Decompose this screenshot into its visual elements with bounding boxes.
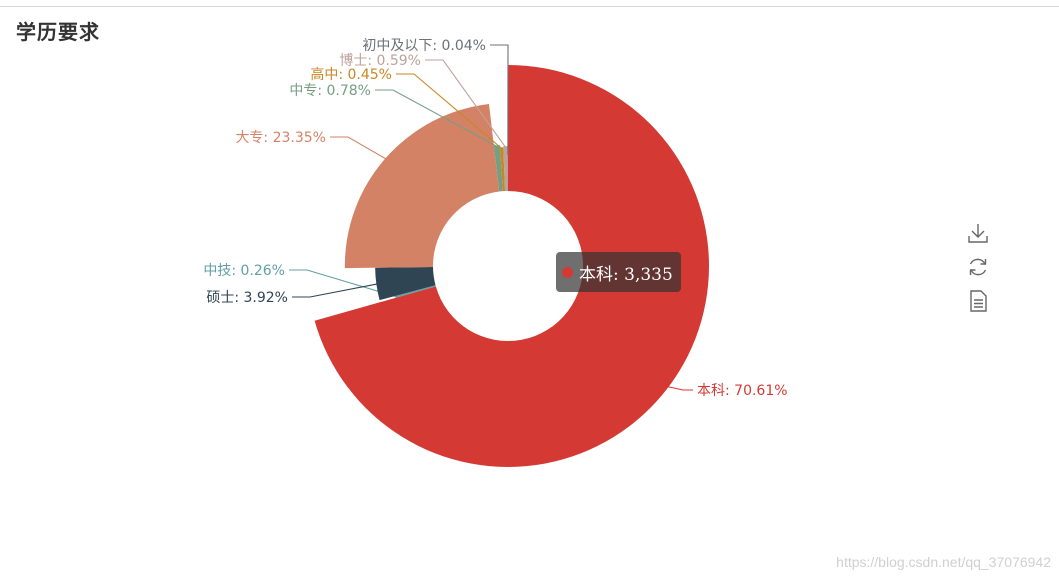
refresh-icon[interactable] [966, 255, 990, 279]
pie-slice[interactable] [375, 266, 436, 301]
slice-label: 硕士: 3.92% [206, 290, 288, 306]
slice-label: 中技: 0.26% [203, 263, 285, 279]
label-leader-line [425, 59, 506, 148]
label-leader-line [292, 283, 378, 298]
download-icon[interactable] [966, 221, 990, 245]
tooltip-text: 本科: 3,335 [579, 264, 673, 285]
watermark: https://blog.csdn.net/qq_37076942 [836, 554, 1051, 570]
slice-label: 博士: 0.59% [339, 52, 421, 69]
label-leader-line [289, 269, 397, 298]
slice-label: 本科: 70.61% [697, 383, 788, 399]
pie-slice[interactable] [314, 65, 710, 467]
label-leader-line [375, 89, 498, 147]
pie-slice[interactable] [499, 147, 506, 192]
slice-label: 初中及以下: 0.04% [362, 37, 486, 54]
top-divider [0, 6, 1059, 7]
slice-label: 高中: 0.45% [310, 66, 392, 83]
label-leader-line [396, 73, 503, 149]
pie-slice[interactable] [493, 145, 503, 192]
chart-title: 学历要求 [16, 20, 100, 44]
tooltip-marker [562, 266, 573, 278]
pie-slice[interactable] [344, 103, 500, 269]
data-view-icon[interactable] [966, 289, 990, 313]
pie-slice[interactable] [394, 285, 436, 298]
label-leader-line [490, 44, 509, 156]
slice-label: 中专: 0.78% [289, 83, 371, 99]
chart-tooltip: 本科: 3,335 [556, 252, 681, 292]
pie-slice[interactable] [503, 146, 508, 192]
label-leader-line [330, 136, 387, 160]
label-leader-line [667, 386, 693, 391]
slice-label: 大专: 23.35% [235, 130, 326, 146]
chart-toolbox [966, 221, 990, 323]
